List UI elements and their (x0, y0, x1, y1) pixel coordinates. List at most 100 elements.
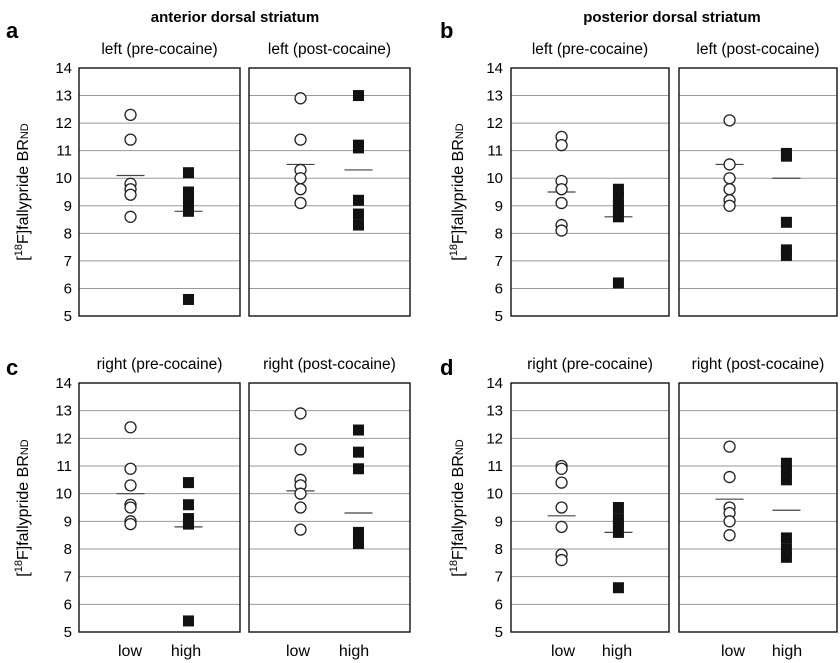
data-point-low (124, 479, 137, 492)
subpanel-title: right (post-cocaine) (692, 356, 825, 373)
data-point-low (294, 133, 307, 146)
data-point-high (352, 537, 364, 549)
y-tick-label: 8 (64, 541, 72, 558)
y-axis-label-c: [18F]fallypride BRND (13, 439, 32, 577)
category-label-high: high (602, 643, 632, 660)
subpanel-frame (510, 67, 670, 317)
subpanel-frame (78, 382, 241, 633)
data-point-low (294, 92, 307, 105)
y-tick-label: 13 (55, 403, 72, 420)
subpanel-title: right (pre-cocaine) (527, 356, 653, 373)
data-point-high (182, 615, 194, 627)
data-point-low (124, 462, 137, 475)
y-tick-label: 9 (495, 513, 503, 530)
data-point-low (555, 553, 568, 567)
data-point-high (780, 543, 792, 555)
y-tick-label: 12 (55, 430, 72, 447)
y-tick-label: 7 (495, 253, 503, 270)
data-point-high (612, 205, 624, 217)
data-point-high (780, 150, 792, 162)
y-tick-label: 14 (486, 60, 503, 77)
subpanel-title: left (pre-cocaine) (532, 41, 648, 58)
data-point-low (723, 199, 736, 212)
y-tick-label: 11 (487, 143, 503, 160)
y-tick-label: 12 (55, 115, 72, 132)
data-point-low (723, 529, 736, 542)
category-label-high: high (772, 643, 802, 660)
subpanel-frame (678, 382, 838, 633)
y-tick-label: 9 (495, 198, 503, 215)
y-axis-label-d: [18F]fallypride BRND (448, 439, 467, 577)
data-point-high (780, 244, 792, 256)
data-point-high (352, 424, 364, 436)
y-tick-label: 10 (55, 486, 72, 503)
data-point-low (555, 476, 568, 489)
data-point-low (124, 421, 137, 434)
data-point-low (124, 517, 137, 531)
y-tick-label: 13 (486, 88, 503, 105)
data-point-high (182, 167, 194, 179)
data-point-low (124, 210, 137, 223)
data-point-high (352, 446, 364, 458)
data-point-low (723, 515, 736, 528)
category-label-high: high (339, 643, 369, 660)
subpanel-frame (78, 67, 241, 317)
y-tick-label: 10 (55, 170, 72, 187)
category-label-low: low (721, 643, 745, 660)
y-tick-label: 9 (64, 513, 72, 530)
data-point-high (182, 513, 194, 525)
subpanel-frame (678, 67, 838, 317)
data-point-high (182, 186, 194, 198)
data-point-low (555, 183, 568, 196)
panel-letter-a: a (6, 18, 19, 43)
data-point-high (612, 277, 624, 289)
data-point-low (294, 183, 307, 196)
data-point-high (780, 474, 792, 486)
subpanel-frame (510, 382, 670, 633)
category-label-low: low (118, 643, 142, 660)
y-tick-label: 13 (486, 403, 503, 420)
data-point-low (294, 523, 307, 536)
subpanel-title: right (post-cocaine) (263, 356, 396, 373)
data-point-low (723, 470, 736, 484)
data-point-high (780, 466, 792, 478)
y-tick-label: 8 (495, 541, 503, 558)
data-point-low (555, 462, 568, 475)
data-point-low (723, 440, 736, 453)
y-tick-label: 9 (64, 198, 72, 215)
y-axis-label-a: [18F]fallypride BRND (13, 123, 32, 261)
data-point-high (612, 582, 624, 594)
data-point-low (555, 139, 568, 152)
subpanel-title: left (post-cocaine) (268, 41, 391, 58)
data-point-high (780, 249, 792, 261)
data-point-low (294, 407, 307, 420)
data-point-high (780, 532, 792, 544)
data-point-high (612, 526, 624, 538)
data-point-low (723, 172, 736, 185)
region-title-posterior: posterior dorsal striatum (583, 9, 761, 26)
y-tick-label: 6 (495, 280, 503, 297)
region-title-anterior: anterior dorsal striatum (151, 9, 319, 26)
y-tick-label: 14 (486, 375, 503, 392)
category-label-low: low (286, 643, 310, 660)
data-point-high (352, 142, 364, 154)
data-point-low (124, 108, 137, 121)
data-point-low (124, 188, 137, 201)
y-tick-label: 7 (64, 569, 72, 586)
panel-letter-d: d (440, 355, 453, 380)
data-point-high (612, 183, 624, 195)
data-point-high (352, 463, 364, 475)
y-tick-label: 10 (486, 170, 503, 187)
data-point-low (124, 501, 137, 514)
data-point-high (182, 205, 194, 217)
y-tick-label: 6 (495, 596, 503, 613)
data-point-high (612, 502, 624, 513)
data-point-low (555, 224, 568, 237)
y-tick-label: 5 (495, 624, 503, 641)
data-point-high (780, 457, 792, 469)
data-point-low (555, 501, 568, 514)
y-tick-label: 8 (495, 225, 503, 242)
data-point-high (182, 499, 194, 511)
data-point-low (555, 520, 568, 534)
y-tick-label: 12 (486, 430, 503, 447)
